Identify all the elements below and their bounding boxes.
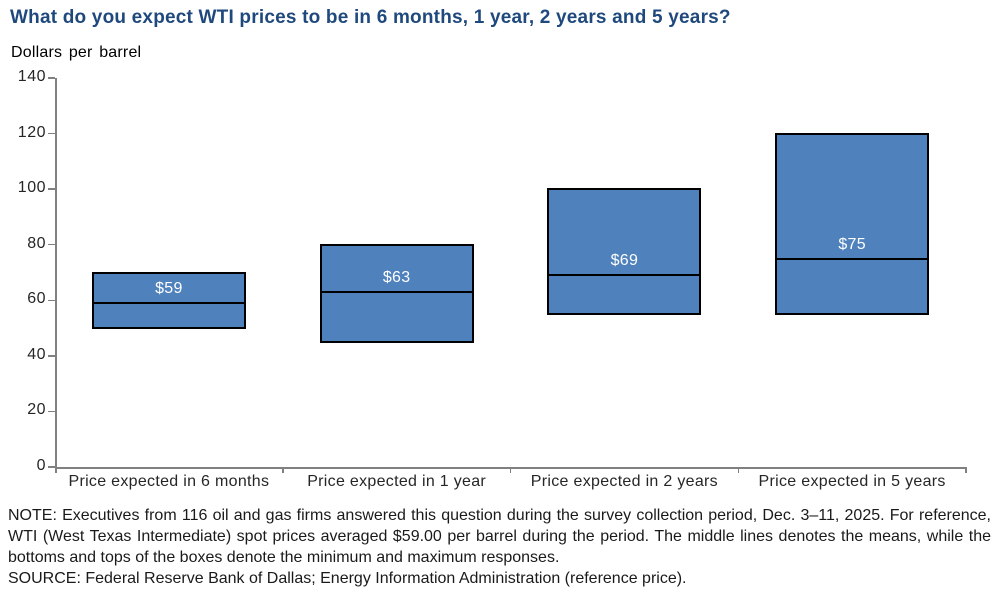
- x-category-label: Price expected in 5 years: [758, 473, 946, 490]
- mean-line: [777, 257, 928, 260]
- y-tick-label: 120: [17, 123, 46, 141]
- y-tick-label: 140: [17, 68, 46, 85]
- x-category-label: Price expected in 6 months: [68, 473, 270, 490]
- y-tick-label: 20: [27, 401, 46, 419]
- box-1: $59: [91, 271, 246, 330]
- mean-line: [321, 290, 472, 293]
- mean-value-label: $75: [838, 235, 866, 253]
- source-text: SOURCE: Federal Reserve Bank of Dallas; …: [8, 570, 687, 587]
- x-category-label: Price expected in 1 year: [307, 473, 487, 490]
- footnote-block: NOTE: Executives from 116 oil and gas fi…: [8, 505, 991, 589]
- note-text: NOTE: Executives from 116 oil and gas fi…: [8, 507, 991, 566]
- y-tick-label: 100: [17, 179, 46, 197]
- x-category-boundary-tick: [965, 467, 967, 473]
- y-tick-label: 80: [27, 234, 46, 252]
- mean-value-label: $59: [155, 280, 183, 298]
- y-tick-label: 0: [36, 457, 46, 474]
- mean-line: [93, 302, 244, 305]
- y-tick-mark: [48, 243, 55, 246]
- y-axis-line: [55, 78, 57, 473]
- y-axis-unit-label: Dollars per barrel: [11, 44, 142, 61]
- x-category-boundary-tick: [282, 467, 284, 473]
- y-tick-label: 60: [27, 290, 46, 308]
- mean-value-label: $63: [382, 268, 411, 286]
- y-tick-mark: [48, 355, 55, 357]
- y-tick-mark: [48, 132, 55, 135]
- y-tick-mark: [48, 77, 55, 79]
- y-tick-mark: [48, 410, 55, 413]
- y-tick-mark: [48, 466, 55, 468]
- x-category-label: Price expected in 2 years: [530, 473, 718, 490]
- box-3: $69: [547, 188, 702, 316]
- mean-line: [549, 274, 700, 277]
- y-tick-mark: [48, 299, 55, 302]
- mean-value-label: $69: [610, 252, 639, 270]
- box-4: $75: [775, 132, 930, 316]
- y-tick-label: 40: [27, 345, 46, 363]
- y-tick-mark: [48, 188, 55, 190]
- x-category-boundary-tick: [737, 467, 739, 473]
- box-2: $63: [319, 243, 474, 343]
- chart-title: What do you expect WTI prices to be in 6…: [10, 7, 731, 28]
- x-category-boundary-tick: [509, 467, 512, 473]
